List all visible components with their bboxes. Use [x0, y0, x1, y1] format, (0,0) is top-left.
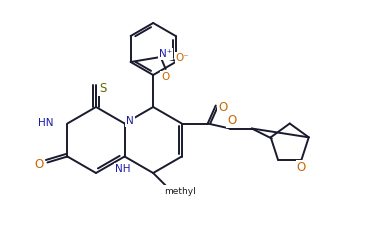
Text: S: S: [99, 81, 107, 94]
Text: O⁻: O⁻: [176, 53, 189, 63]
Text: O: O: [35, 158, 44, 171]
Text: methyl: methyl: [164, 187, 196, 195]
Text: N: N: [126, 116, 134, 126]
Text: N⁺: N⁺: [159, 49, 172, 59]
Text: NH: NH: [115, 165, 131, 175]
Text: O: O: [227, 114, 236, 127]
Text: HN: HN: [38, 118, 54, 128]
Text: O: O: [297, 161, 306, 174]
Text: O: O: [218, 101, 228, 114]
Text: O: O: [162, 72, 170, 82]
